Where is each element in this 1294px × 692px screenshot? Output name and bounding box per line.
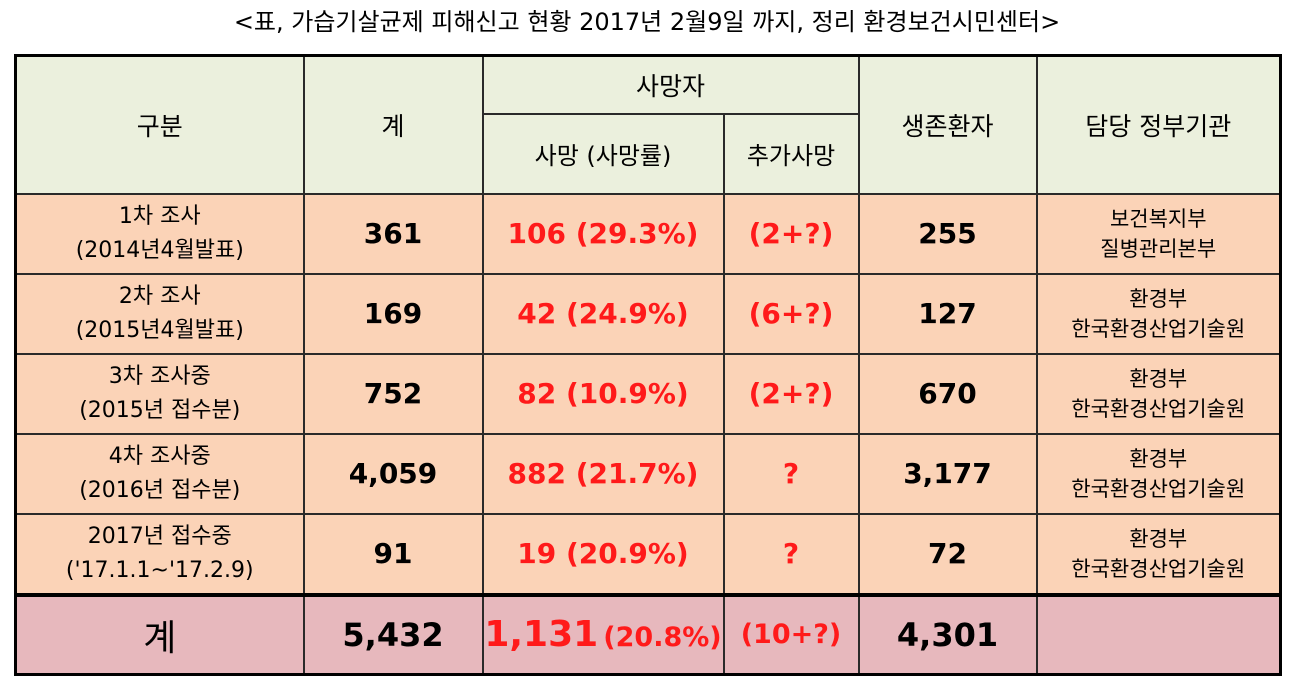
damage-report-table: 구분 계 사망자 생존환자 담당 정부기관 사망 (사망률) 추가사망 1차 조… bbox=[14, 54, 1282, 676]
row-label: 2017년 접수중 ('17.1.1~'17.2.9) bbox=[14, 512, 305, 596]
row-total: 91 bbox=[302, 512, 484, 596]
totals-agency bbox=[1035, 593, 1282, 675]
header-survivors: 생존환자 bbox=[857, 54, 1038, 195]
row-total: 752 bbox=[302, 352, 484, 435]
table-caption: <표, 가습기살균제 피해신고 현황 2017년 2월9일 까지, 정리 환경보… bbox=[233, 8, 1061, 36]
table-row: 3차 조사중 (2015년 접수분) 752 82 (10.9%) (2+?) 6… bbox=[14, 352, 1282, 435]
row-label: 2차 조사 (2015년4월발표) bbox=[14, 272, 305, 355]
totals-survivors: 4,301 bbox=[857, 593, 1038, 675]
row-total: 169 bbox=[302, 272, 484, 355]
header-category: 구분 bbox=[14, 54, 305, 195]
row-label: 1차 조사 (2014년4월발표) bbox=[14, 192, 305, 275]
totals-deaths-count: 1,131 bbox=[484, 614, 599, 655]
table-row: 1차 조사 (2014년4월발표) 361 106 (29.3%) (2+?) 2… bbox=[14, 192, 1282, 275]
totals-row: 계 5,432 1,131 (20.8%) (10+?) 4,301 bbox=[14, 593, 1282, 675]
row-label: 3차 조사중 (2015년 접수분) bbox=[14, 352, 305, 435]
row-additional-deaths: ? bbox=[722, 432, 860, 515]
row-agency: 환경부 한국환경산업기술원 bbox=[1035, 432, 1282, 515]
row-survivors: 670 bbox=[857, 352, 1038, 435]
totals-total: 5,432 bbox=[302, 593, 484, 675]
row-agency: 환경부 한국환경산업기술원 bbox=[1035, 352, 1282, 435]
row-deaths: 19 (20.9%) bbox=[481, 512, 725, 596]
row-agency: 환경부 한국환경산업기술원 bbox=[1035, 272, 1282, 355]
header-total: 계 bbox=[302, 54, 484, 195]
row-agency: 보건복지부 질병관리본부 bbox=[1035, 192, 1282, 275]
header-additional-deaths: 추가사망 bbox=[722, 112, 860, 195]
totals-deaths: 1,131 (20.8%) bbox=[481, 593, 725, 675]
row-survivors: 3,177 bbox=[857, 432, 1038, 515]
totals-additional-deaths: (10+?) bbox=[722, 593, 860, 675]
row-agency: 환경부 한국환경산업기술원 bbox=[1035, 512, 1282, 596]
row-additional-deaths: (2+?) bbox=[722, 192, 860, 275]
row-additional-deaths: (2+?) bbox=[722, 352, 860, 435]
totals-label: 계 bbox=[14, 593, 305, 675]
row-survivors: 255 bbox=[857, 192, 1038, 275]
row-survivors: 127 bbox=[857, 272, 1038, 355]
row-total: 361 bbox=[302, 192, 484, 275]
row-deaths: 106 (29.3%) bbox=[481, 192, 725, 275]
table-row: 2017년 접수중 ('17.1.1~'17.2.9) 91 19 (20.9%)… bbox=[14, 512, 1282, 596]
row-survivors: 72 bbox=[857, 512, 1038, 596]
row-label: 4차 조사중 (2016년 접수분) bbox=[14, 432, 305, 515]
totals-deaths-rate: (20.8%) bbox=[603, 622, 722, 653]
row-deaths: 882 (21.7%) bbox=[481, 432, 725, 515]
row-deaths: 82 (10.9%) bbox=[481, 352, 725, 435]
table-row: 2차 조사 (2015년4월발표) 169 42 (24.9%) (6+?) 12… bbox=[14, 272, 1282, 355]
row-deaths: 42 (24.9%) bbox=[481, 272, 725, 355]
row-additional-deaths: ? bbox=[722, 512, 860, 596]
header-deaths: 사망 (사망률) bbox=[481, 112, 725, 195]
row-additional-deaths: (6+?) bbox=[722, 272, 860, 355]
header-agency: 담당 정부기관 bbox=[1035, 54, 1282, 195]
header-deaths-group: 사망자 bbox=[481, 54, 860, 115]
table-row: 4차 조사중 (2016년 접수분) 4,059 882 (21.7%) ? 3,… bbox=[14, 432, 1282, 515]
row-total: 4,059 bbox=[302, 432, 484, 515]
